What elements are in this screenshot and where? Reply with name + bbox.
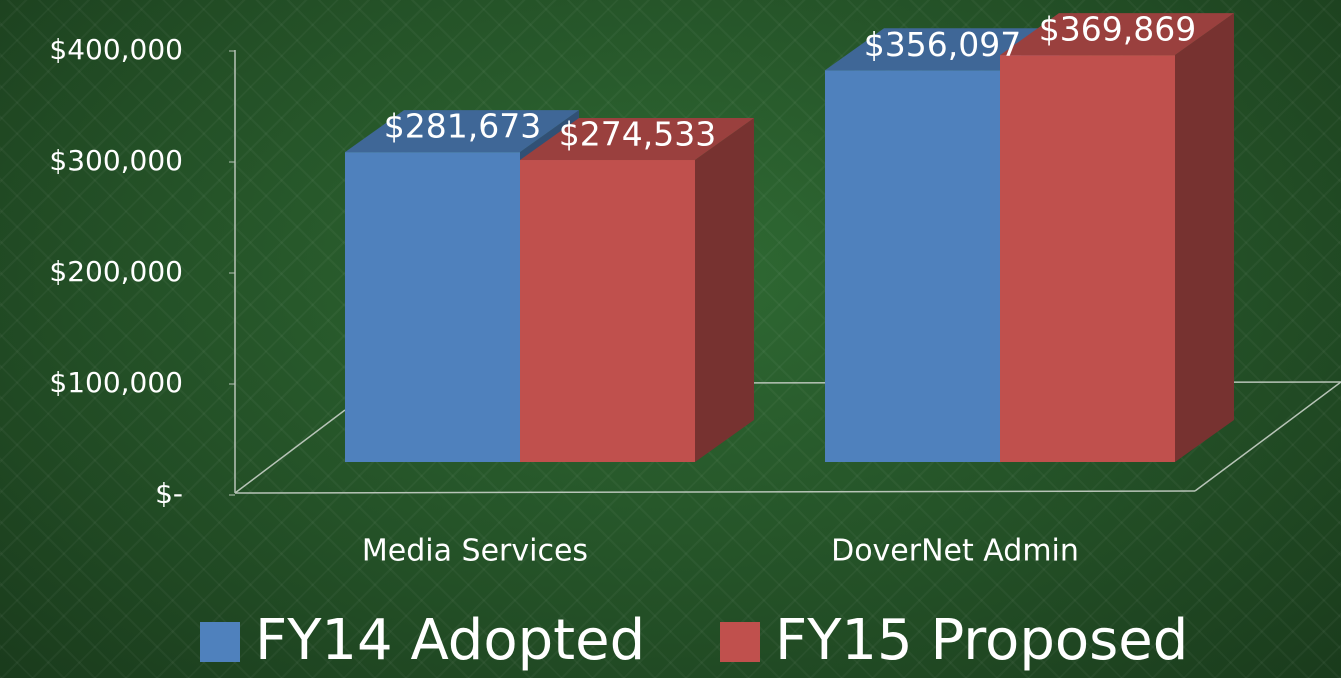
x-tick-label: DoverNet Admin: [831, 534, 1079, 569]
data-label: $274,533: [559, 115, 716, 154]
data-label: $281,673: [384, 107, 541, 146]
bar-top: [1000, 13, 1234, 56]
bar: [520, 160, 695, 462]
data-label: $369,869: [1039, 10, 1196, 49]
legend-swatch: [200, 622, 240, 662]
bar-side: [1175, 13, 1234, 462]
y-tick-label: $200,000: [49, 255, 183, 288]
legend-label: FY14 Adopted: [255, 608, 645, 673]
floor-left-edge: [234, 409, 346, 494]
bar-top: [520, 118, 754, 161]
floor-right-edge: [1194, 381, 1341, 492]
data-label: $356,097: [864, 25, 1021, 64]
bar: [345, 152, 520, 462]
bar: [825, 70, 1000, 462]
y-tick-label: $400,000: [49, 33, 183, 66]
x-tick-label: Media Services: [362, 534, 588, 569]
legend-label: FY15 Proposed: [775, 608, 1188, 673]
bar: [1000, 55, 1175, 462]
floor-front-edge: [234, 490, 1196, 494]
y-tick-label: $100,000: [49, 366, 183, 399]
y-tick-label: $-: [155, 477, 183, 510]
y-tick-label: $300,000: [49, 144, 183, 177]
bar-top: [345, 110, 579, 153]
legend-swatch: [720, 622, 760, 662]
bar-side: [695, 118, 754, 462]
